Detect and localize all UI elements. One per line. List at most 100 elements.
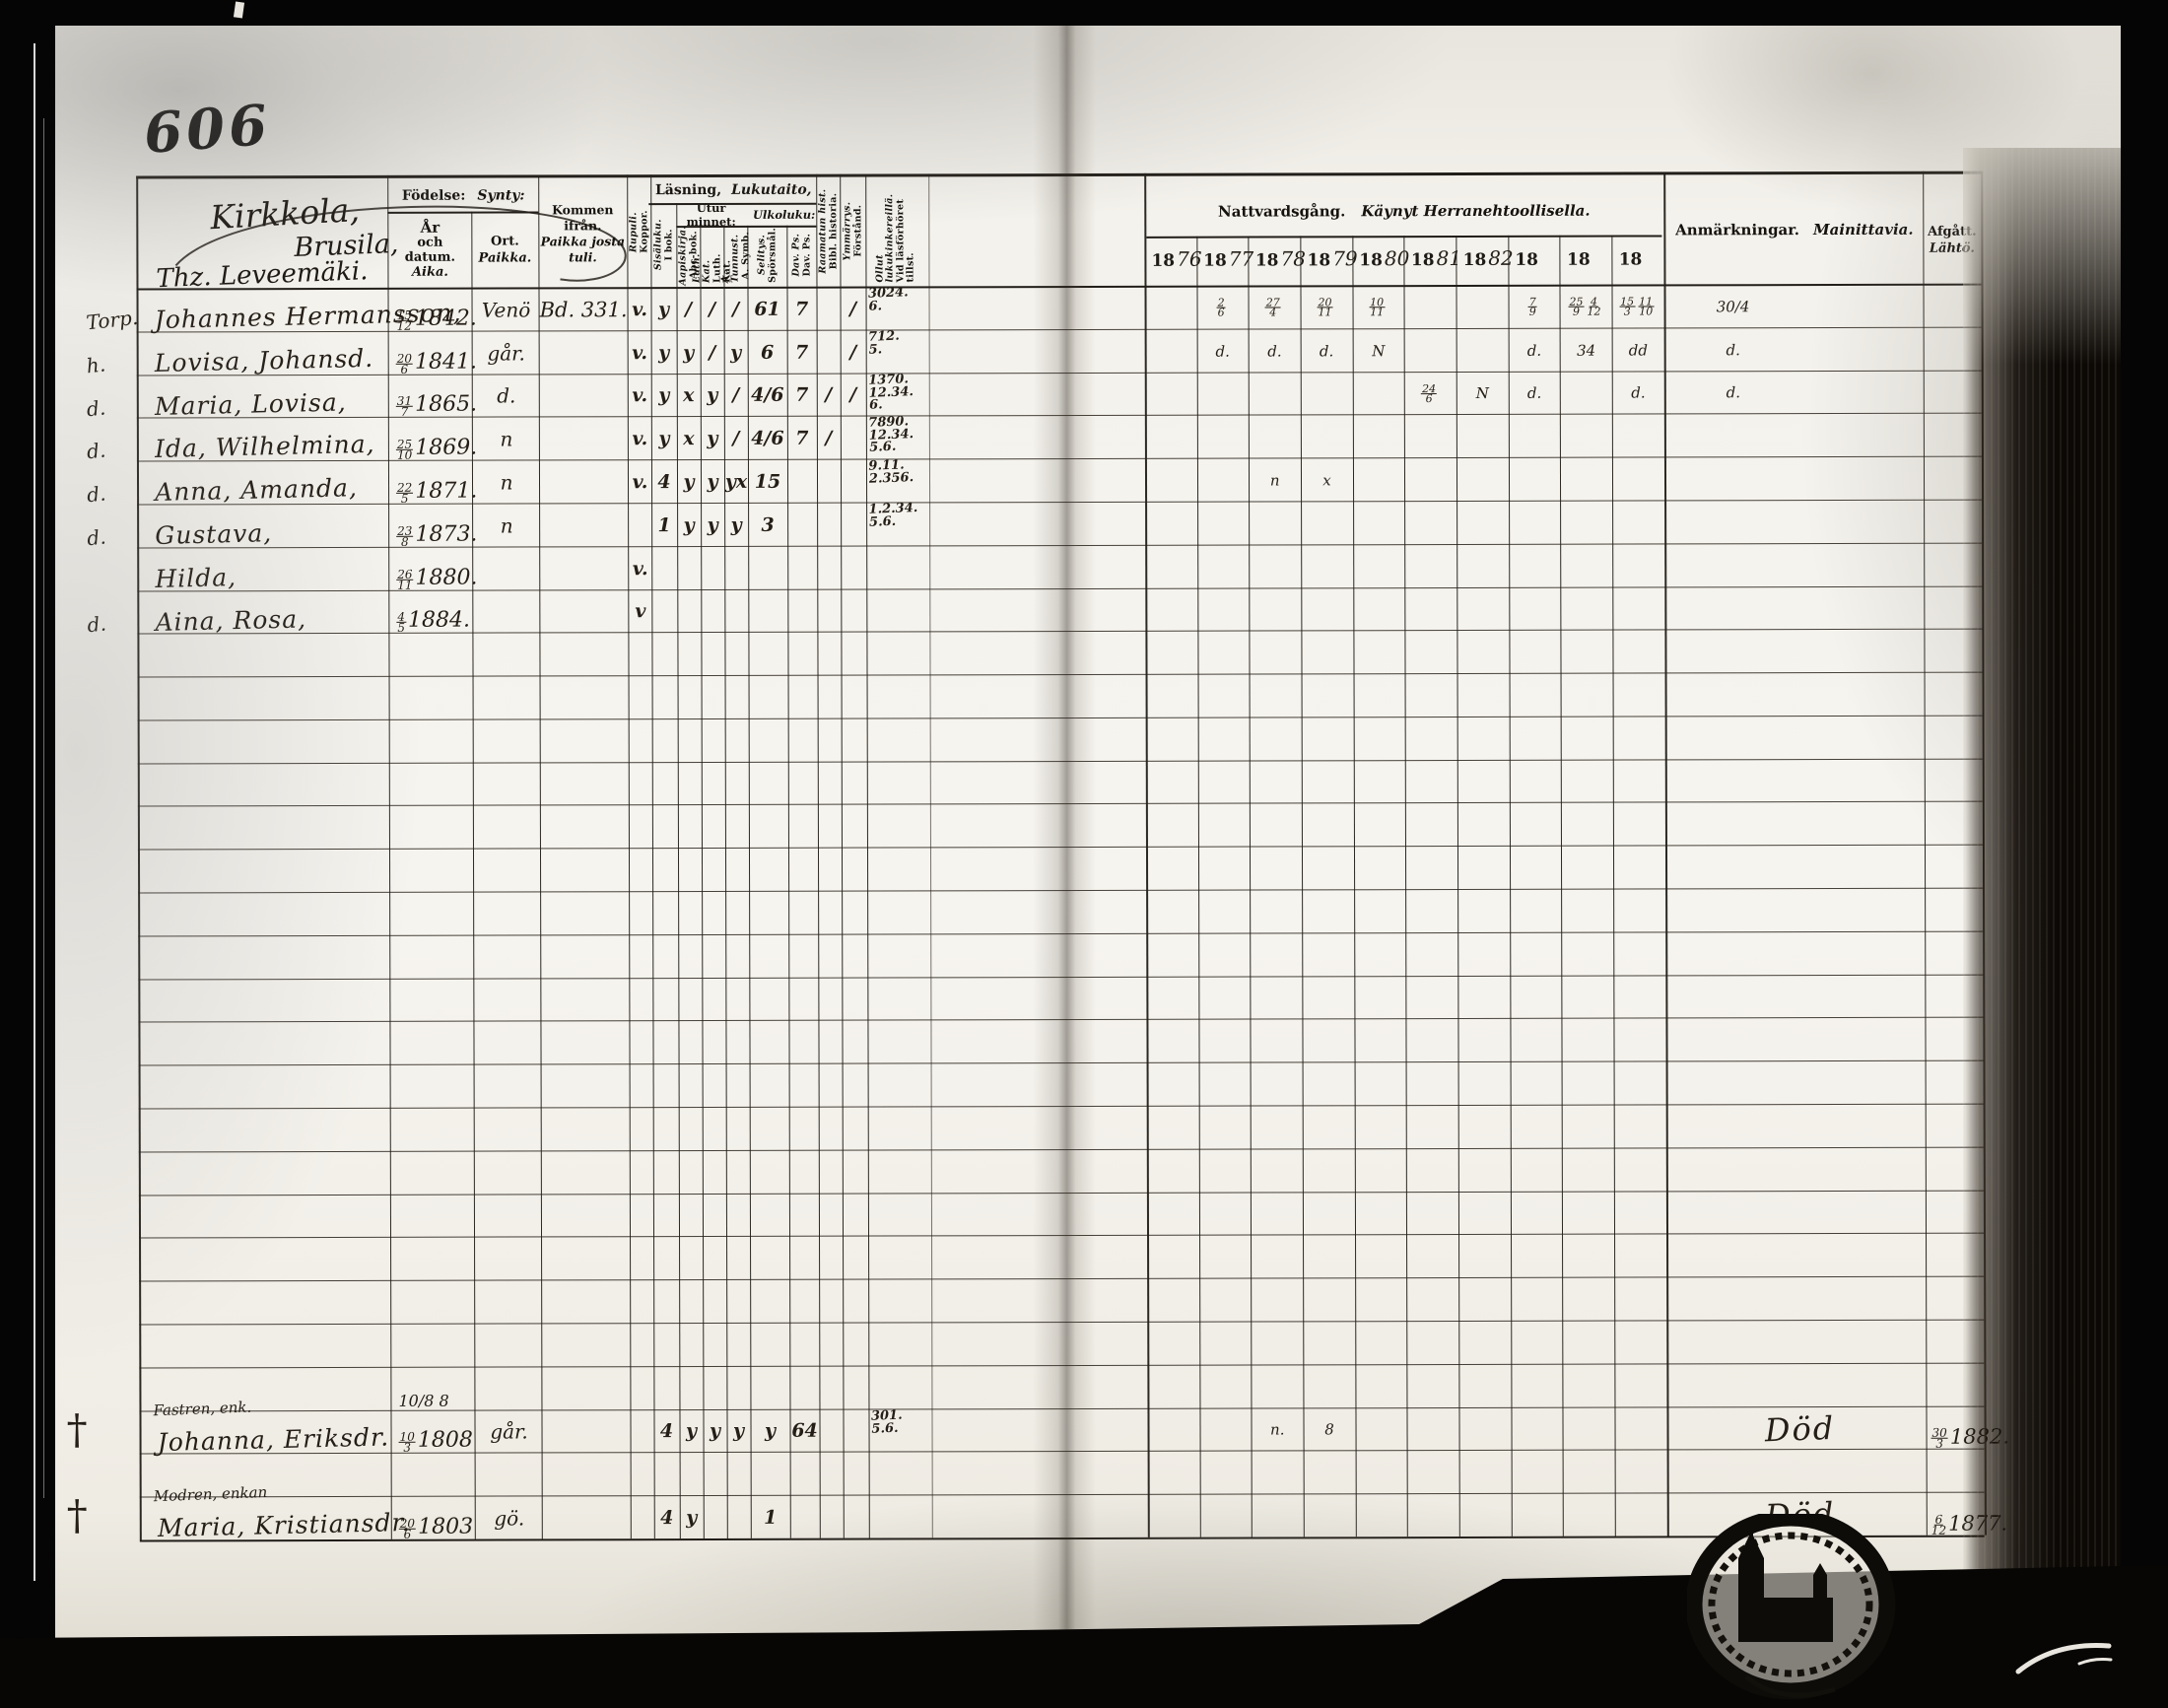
table-row-line — [139, 1319, 1985, 1326]
mark-forstand: / — [849, 341, 857, 364]
communion-mark: n — [1269, 471, 1280, 490]
communion-mark: 25 9 4 12 — [1568, 296, 1601, 319]
header-vertical-bibl: Raamatun hist. Bibl. historia. — [816, 188, 839, 274]
entry-birthdate: 22 5 1871. — [396, 478, 478, 506]
mark-sporsmal: 1 — [764, 1506, 778, 1529]
communion-mark: N — [1372, 341, 1386, 360]
mark-koppor: v. — [632, 428, 648, 450]
mark-sporsmal: 15 — [754, 470, 781, 493]
header-vertical-ibok: Sisäluku. I bok. — [651, 219, 674, 271]
entry-name: Lovisa, Johansd. — [154, 343, 374, 377]
communion-mark: 8 — [1324, 1420, 1334, 1439]
grid-vertical-line — [1352, 236, 1358, 1537]
header-year-3: 18 79 — [1307, 246, 1358, 271]
mark-forstand: / — [849, 384, 857, 407]
mark-sporsmal: 61 — [754, 298, 780, 320]
mark-koppor: v. — [632, 299, 647, 321]
entry-name: Gustava, — [154, 517, 273, 550]
mark-dav: 7 — [795, 384, 809, 407]
departed-date: 6 12 1877. — [1931, 1511, 2008, 1537]
mark-ibok: y — [657, 298, 670, 321]
exam-attendance-note: 301. 5.6. — [870, 1407, 903, 1436]
mark-abc: y — [685, 1420, 698, 1443]
entry-place: Venö — [481, 298, 531, 322]
entry-name: Anna, Amanda, — [154, 473, 359, 507]
mark-forstand: / — [849, 298, 857, 320]
mark-koppor: v. — [632, 471, 648, 494]
grid-vertical-line — [1248, 236, 1253, 1537]
table-row-line — [138, 930, 1984, 937]
entry-birthdate-note: 10/8 8 — [398, 1391, 449, 1410]
table-row-line — [139, 1362, 1985, 1369]
communion-mark: 3 4 — [1577, 341, 1596, 360]
entry-place: n — [500, 470, 513, 495]
table-row-line — [138, 1059, 1984, 1066]
table-row-line — [139, 1275, 1985, 1282]
entry-name: Johanna, Eriksdr. — [157, 1421, 390, 1457]
table-row-line — [137, 715, 1983, 721]
table-row-line — [137, 844, 1983, 851]
entry-name: Maria, Lovisa, — [154, 386, 347, 421]
communion-mark: d d — [1628, 341, 1648, 360]
communion-mark: d. — [1319, 342, 1334, 361]
communion-mark: N — [1475, 384, 1489, 403]
mark-abc: x — [683, 428, 695, 450]
margin-note: d. — [85, 524, 107, 551]
entry-birthdate: 31 7 1865. — [395, 391, 478, 420]
table-row-line — [138, 1017, 1984, 1023]
header-vertical-sporsmal: Selitys. Spörsmål. — [755, 227, 778, 283]
mark-ibok: y — [658, 428, 670, 450]
mark-dav: 7 — [794, 298, 809, 320]
table-row-line — [139, 1232, 1985, 1239]
exam-attendance-note: 712. 5. — [867, 328, 901, 358]
grid-vertical-line — [538, 174, 544, 1539]
header-year-4: 18 80 — [1359, 246, 1410, 271]
mark-luth: y — [709, 1420, 721, 1443]
entry-birthdate: 10 3 1808 — [398, 1427, 473, 1456]
remark-note: d. — [1726, 383, 1740, 402]
communion-mark: x — [1322, 471, 1331, 490]
grid-vertical-line — [1300, 236, 1306, 1537]
margin-note: d. — [85, 394, 107, 421]
communion-mark: d. — [1526, 384, 1542, 403]
table-row-line — [137, 801, 1983, 807]
mark-abc: y — [686, 1507, 698, 1530]
mark-sporsmal: y — [764, 1420, 777, 1443]
entry-place: n — [500, 427, 513, 451]
header-year-7: 18 — [1515, 249, 1539, 270]
corner-scratch — [2015, 1643, 2113, 1674]
church-silhouette — [1738, 1522, 1833, 1642]
mark-luth: y — [707, 513, 718, 536]
grid-vertical-line — [1611, 235, 1617, 1537]
margin-cross: † — [66, 1404, 88, 1454]
mark-ibok: 4 — [659, 1420, 674, 1443]
exam-attendance-note: 1370. 12.34. 6. — [867, 371, 915, 413]
mark-abc: y — [683, 471, 695, 494]
remark-note: Död — [1764, 1408, 1836, 1449]
grid-vertical-line — [1144, 172, 1150, 1537]
scan-edge-streak — [43, 118, 44, 1498]
grid-vertical-line — [1923, 171, 1929, 1536]
table-row-line — [137, 758, 1983, 765]
mark-symb: y — [730, 513, 742, 536]
communion-mark: 24 6 — [1421, 382, 1438, 406]
communion-mark: 10 11 — [1369, 296, 1386, 319]
mark-luth: / — [709, 298, 716, 320]
grid-vertical-line — [1456, 236, 1461, 1537]
mark-sporsmal: 4/6 — [751, 384, 784, 407]
entry-name: Ida, Wilhelmina, — [154, 429, 375, 464]
header-year-9: 18 — [1618, 249, 1643, 270]
entry-place: går. — [487, 341, 525, 366]
exam-attendance-note: 1.2.34. 5.6. — [868, 500, 918, 530]
header-year-5: 18 81 — [1410, 245, 1462, 271]
entry-place: gö. — [494, 1506, 525, 1531]
grid-vertical-line — [1196, 236, 1202, 1537]
church-seal-stamp — [1687, 1514, 1896, 1700]
mark-sporsmal: 4/6 — [751, 428, 784, 450]
entry-birthdate: 23 8 1873. — [396, 521, 478, 549]
entry-came-from: Bd. 331. — [539, 298, 628, 322]
